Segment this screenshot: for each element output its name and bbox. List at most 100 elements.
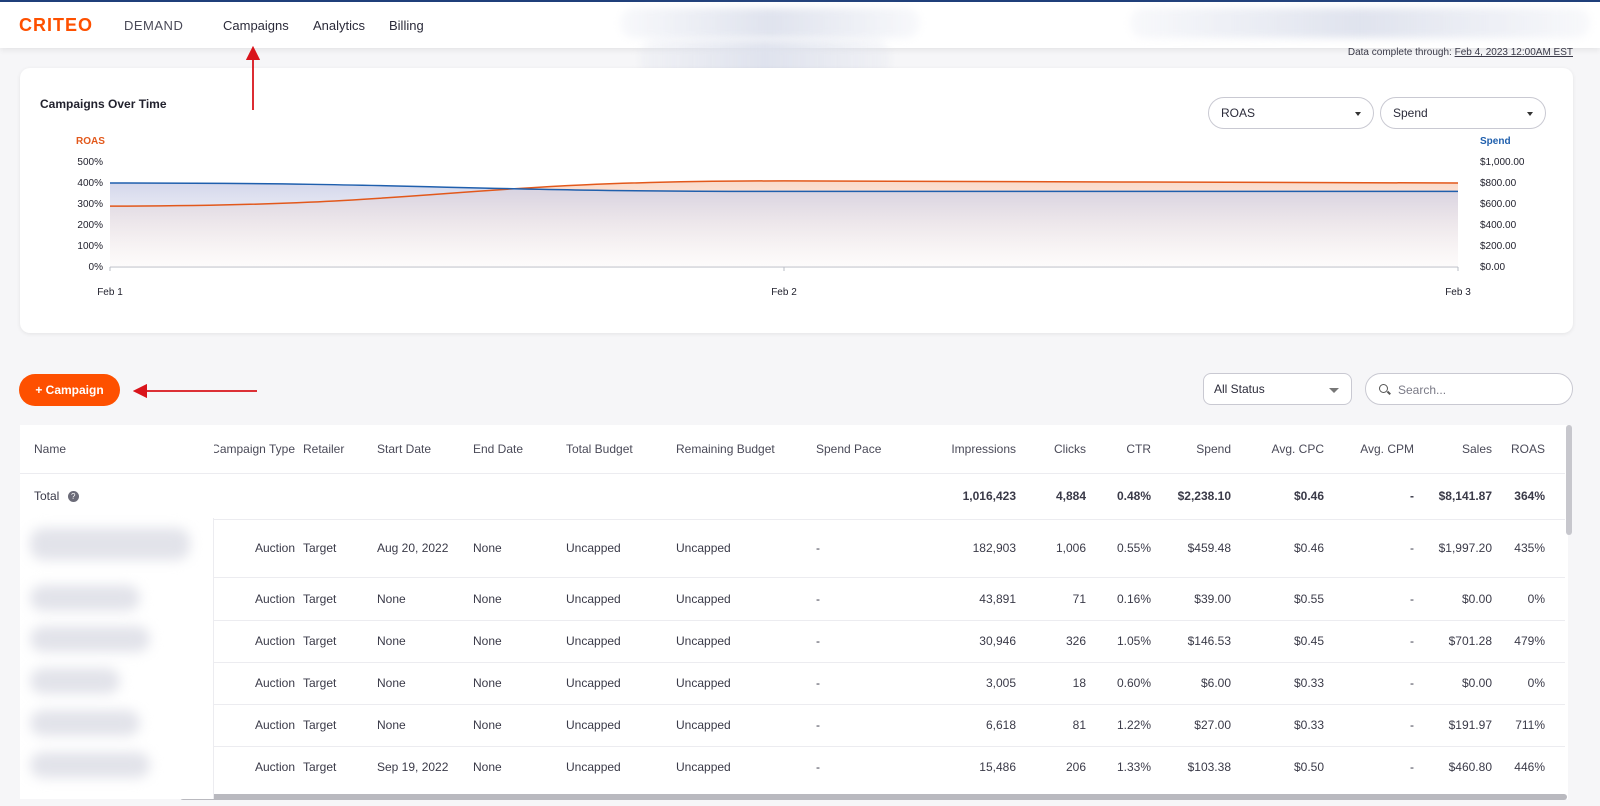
total-roas: 364%: [1492, 472, 1565, 519]
cell-impressions: 43,891: [916, 576, 1016, 620]
chevron-down-icon: [1329, 388, 1339, 393]
cell-spend: $146.53: [1151, 619, 1231, 662]
roas-series-line: [109, 182, 1458, 193]
total-cpm: -: [1324, 472, 1414, 519]
col-impressions[interactable]: Impressions: [951, 441, 1016, 456]
cell-budget: Uncapped: [566, 619, 676, 662]
cell-retailer: Target: [295, 661, 377, 704]
col-end-date[interactable]: End Date: [473, 441, 524, 456]
search-box[interactable]: [1365, 373, 1573, 405]
cell-clicks: 326: [1016, 619, 1086, 662]
right-tick-label: $1,000.00: [1480, 157, 1525, 168]
right-tick-label: $800.00: [1480, 178, 1517, 189]
status-filter-select[interactable]: All Status: [1203, 373, 1352, 405]
cell-end: None: [473, 518, 566, 577]
caret-down-icon: [1355, 112, 1361, 116]
campaigns-table: Name Campaign Type Retailer Start Date E…: [20, 425, 1568, 799]
cell-clicks: 71: [1016, 576, 1086, 620]
table-row[interactable]: Auction Target None None Uncapped Uncapped -6,…: [20, 703, 1565, 746]
left-tick-label: 400%: [77, 178, 103, 189]
criteo-logo[interactable]: CRITEO: [19, 15, 94, 35]
product-label: DEMAND: [124, 18, 184, 33]
left-metric-select[interactable]: ROAS: [1208, 97, 1374, 129]
total-impressions: 1,016,423: [916, 472, 1016, 519]
col-campaign-type[interactable]: Campaign Type: [214, 441, 295, 456]
table-row[interactable]: Auction Target None None Uncapped Uncapped -30…: [20, 619, 1565, 662]
cell-retailer: Target: [295, 518, 377, 577]
redacted-name: [30, 626, 150, 652]
col-spend[interactable]: Spend: [1196, 441, 1231, 456]
nav-analytics[interactable]: Analytics: [313, 18, 366, 33]
cell-start: Aug 20, 2022: [377, 518, 473, 577]
help-icon[interactable]: ?: [67, 491, 79, 503]
redacted-name: [30, 668, 120, 694]
col-ctr[interactable]: CTR: [1126, 441, 1151, 456]
cell-type: Auction: [214, 703, 295, 746]
col-roas[interactable]: ROAS: [1510, 441, 1545, 456]
cell-remaining: Uncapped: [676, 619, 816, 662]
cell-ctr: 0.16%: [1086, 576, 1151, 620]
col-remaining-budget[interactable]: Remaining Budget: [676, 441, 775, 456]
col-total-budget[interactable]: Total Budget: [566, 441, 633, 456]
cell-type: Auction: [214, 745, 295, 788]
nav-billing[interactable]: Billing: [389, 18, 424, 33]
cell-ctr: 0.55%: [1086, 518, 1151, 577]
cell-cpm: -: [1324, 518, 1414, 577]
cell-ctr: 0.60%: [1086, 661, 1151, 704]
cell-spend: $459.48: [1151, 518, 1231, 577]
status-filter-value: All Status: [1214, 382, 1265, 396]
col-avg-cpm[interactable]: Avg. CPM: [1360, 441, 1414, 456]
cell-pace: -: [816, 745, 916, 788]
cell-ctr: 1.05%: [1086, 619, 1151, 662]
cell-remaining: Uncapped: [676, 661, 816, 704]
col-sales[interactable]: Sales: [1461, 441, 1492, 456]
cell-pace: -: [816, 661, 916, 704]
horizontal-scrollbar[interactable]: [180, 794, 1567, 800]
cell-end: None: [473, 576, 566, 620]
campaigns-over-time-card: Campaigns Over Time ROAS Spend ROAS Spend…: [20, 68, 1573, 333]
total-cpc: $0.46: [1231, 472, 1324, 519]
table-row[interactable]: Auction Target None None Uncapped Uncapped -43…: [20, 576, 1565, 620]
right-metric-select[interactable]: Spend: [1380, 97, 1546, 129]
col-retailer[interactable]: Retailer: [303, 441, 345, 456]
cell-pace: -: [816, 619, 916, 662]
cell-pace: -: [816, 576, 916, 620]
cell-retailer: Target: [295, 745, 377, 788]
top-navigation-bar: CRITEO DEMAND Campaigns Analytics Billin…: [0, 0, 1600, 48]
cell-spend: $27.00: [1151, 703, 1231, 746]
cell-end: None: [473, 661, 566, 704]
redacted-name: [30, 710, 140, 736]
cell-start: Sep 19, 2022: [377, 745, 473, 788]
total-ctr: 0.48%: [1086, 472, 1151, 519]
cell-retailer: Target: [295, 703, 377, 746]
col-name[interactable]: Name: [34, 441, 67, 456]
col-clicks[interactable]: Clicks: [1054, 441, 1086, 456]
data-complete-date[interactable]: Feb 4, 2023 12:00AM EST: [1454, 47, 1573, 58]
cell-budget: Uncapped: [566, 576, 676, 620]
cell-cpc: $0.33: [1231, 661, 1324, 704]
search-input[interactable]: [1398, 381, 1563, 399]
campaigns-chart: ROAS Spend 500% 400% 300% 200% 100% 0% $1,000.00…: [76, 136, 1525, 298]
table-row[interactable]: Auction Target Sep 19, 2022 None Uncapped Unc…: [20, 745, 1565, 788]
cell-cpm: -: [1324, 703, 1414, 746]
add-campaign-button[interactable]: + Campaign: [19, 374, 120, 406]
redacted-campaign-names: [20, 518, 214, 799]
table-row[interactable]: Auction Target Aug 20, 2022 None Uncapped Unc…: [20, 518, 1565, 577]
total-spend: $2,238.10: [1151, 472, 1231, 519]
cell-clicks: 206: [1016, 745, 1086, 788]
vertical-scrollbar[interactable]: [1566, 425, 1572, 535]
col-start-date[interactable]: Start Date: [377, 441, 432, 456]
left-metric-value: ROAS: [1221, 106, 1256, 120]
col-avg-cpc[interactable]: Avg. CPC: [1271, 441, 1324, 456]
x-tick-label: Feb 3: [1445, 287, 1471, 298]
nav-campaigns[interactable]: Campaigns: [223, 18, 289, 33]
cell-cpc: $0.46: [1231, 518, 1324, 577]
cell-clicks: 1,006: [1016, 518, 1086, 577]
cell-cpm: -: [1324, 576, 1414, 620]
cell-remaining: Uncapped: [676, 518, 816, 577]
table-row[interactable]: Auction Target None None Uncapped Uncapped -3,…: [20, 661, 1565, 704]
table-total-row: Total ? 1,016,423 4,884 0.48% $2,238.10 …: [20, 472, 1565, 519]
cell-roas: 0%: [1492, 661, 1565, 704]
left-tick-label: 100%: [77, 241, 103, 252]
col-spend-pace[interactable]: Spend Pace: [816, 441, 882, 456]
